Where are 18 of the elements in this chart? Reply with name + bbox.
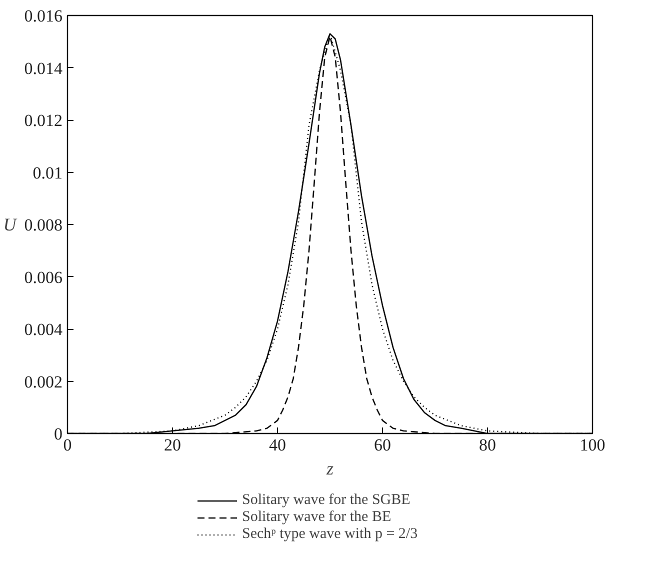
legend-label: Solitary wave for the SGBE [242,492,410,509]
y-tick-label: 0.006 [24,268,62,287]
legend-label: Sechᵖ type wave with p = 2/3 [242,526,418,543]
y-tick-label: 0.002 [24,372,62,392]
y-axis-title: U [3,214,18,234]
y-tick-label: 0.016 [24,6,62,26]
y-tick-label: 0.014 [24,58,63,78]
x-tick-label: 80 [479,436,496,454]
legend-label: Solitary wave for the BE [242,509,392,526]
y-tick-label: 0.012 [24,111,62,130]
x-tick-label: 20 [164,436,181,454]
x-tick-label: 60 [374,436,391,454]
x-axis-title: z [326,458,334,478]
x-tick-label: 100 [580,436,606,454]
y-tick-label: 0.008 [24,216,62,234]
y-tick-label: 0.004 [24,320,63,339]
y-tick-label: 0.01 [32,163,62,182]
x-tick-label: 40 [269,436,286,454]
